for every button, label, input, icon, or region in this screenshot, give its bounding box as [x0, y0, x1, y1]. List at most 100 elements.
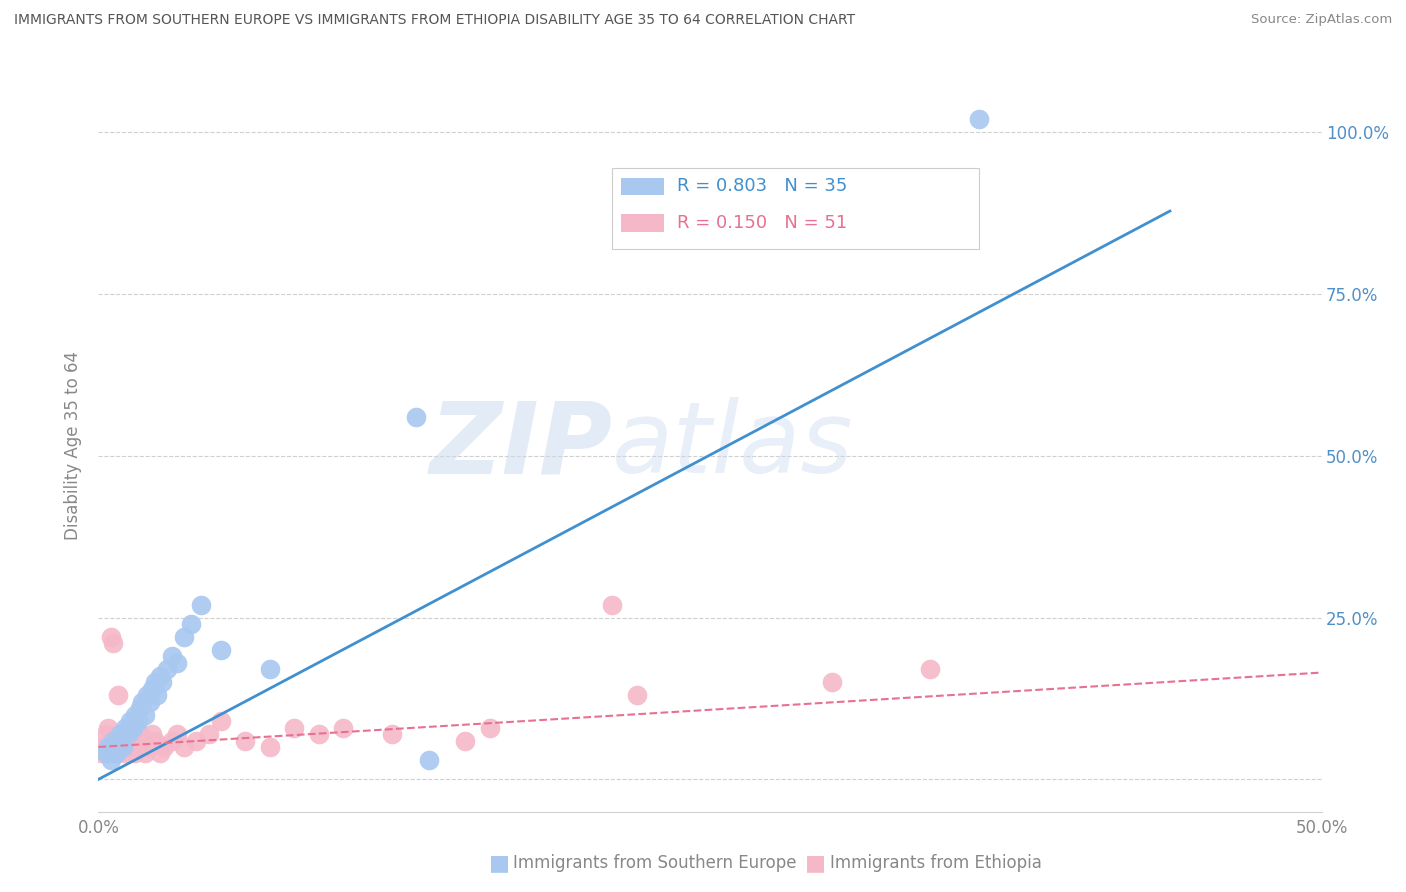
Point [139, 695, 162, 709]
Point [94, 727, 117, 741]
Point [153, 739, 176, 754]
Point [143, 733, 166, 747]
Point [100, 630, 122, 644]
Point [173, 739, 195, 754]
Point [478, 721, 501, 735]
Point [166, 727, 188, 741]
Point [821, 675, 844, 690]
Point [100, 753, 122, 767]
Point [127, 714, 149, 728]
Point [197, 727, 219, 741]
Text: Immigrants from Southern Europe: Immigrants from Southern Europe [513, 855, 797, 872]
Point [136, 733, 159, 747]
Point [136, 688, 159, 702]
Point [120, 727, 142, 741]
Point [283, 721, 305, 735]
Point [209, 643, 232, 657]
Point [107, 739, 129, 754]
Point [91, 739, 114, 754]
Point [111, 739, 134, 754]
Point [454, 733, 477, 747]
Text: ZIP: ZIP [429, 398, 612, 494]
Point [233, 733, 256, 747]
Point [405, 409, 427, 424]
Point [114, 721, 136, 735]
Text: ■: ■ [489, 854, 509, 873]
Point [110, 727, 132, 741]
FancyBboxPatch shape [620, 214, 664, 232]
FancyBboxPatch shape [620, 178, 664, 195]
Point [94, 747, 117, 761]
Point [149, 747, 172, 761]
Text: Immigrants from Ethiopia: Immigrants from Ethiopia [830, 855, 1042, 872]
Point [117, 739, 139, 754]
Point [146, 688, 169, 702]
Point [100, 733, 122, 747]
Point [209, 714, 232, 728]
Point [160, 733, 183, 747]
Point [97, 739, 120, 754]
Text: atlas: atlas [612, 398, 853, 494]
Point [134, 707, 156, 722]
Point [101, 733, 124, 747]
Point [124, 747, 146, 761]
Point [166, 656, 188, 670]
Point [131, 733, 153, 747]
Point [134, 747, 156, 761]
Point [101, 636, 124, 650]
Point [920, 662, 942, 676]
Point [129, 701, 152, 715]
Point [110, 733, 132, 747]
FancyBboxPatch shape [612, 168, 979, 249]
Point [127, 739, 149, 754]
Point [308, 727, 330, 741]
Point [141, 727, 163, 741]
Point [104, 747, 127, 761]
Point [124, 721, 146, 735]
Point [90, 747, 112, 761]
Point [124, 707, 146, 722]
Point [150, 675, 173, 690]
Point [121, 733, 143, 747]
Point [381, 727, 404, 741]
Point [107, 688, 129, 702]
Point [156, 662, 179, 676]
Point [418, 753, 440, 767]
Point [111, 739, 134, 754]
Point [143, 675, 166, 690]
Text: R = 0.150   N = 51: R = 0.150 N = 51 [678, 214, 848, 232]
Text: Source: ZipAtlas.com: Source: ZipAtlas.com [1251, 13, 1392, 27]
Point [173, 630, 195, 644]
Point [160, 649, 183, 664]
Point [139, 739, 162, 754]
Point [107, 747, 129, 761]
Point [97, 721, 120, 735]
Point [149, 669, 172, 683]
Point [626, 688, 648, 702]
Point [141, 681, 163, 696]
Point [101, 747, 124, 761]
Y-axis label: Disability Age 35 to 64: Disability Age 35 to 64 [65, 351, 83, 541]
Point [190, 598, 212, 612]
Point [104, 733, 127, 747]
Point [186, 733, 208, 747]
Point [111, 727, 134, 741]
Text: IMMIGRANTS FROM SOUTHERN EUROPE VS IMMIGRANTS FROM ETHIOPIA DISABILITY AGE 35 TO: IMMIGRANTS FROM SOUTHERN EUROPE VS IMMIG… [14, 13, 855, 28]
Point [117, 727, 139, 741]
Point [97, 739, 120, 754]
Point [114, 747, 136, 761]
Point [259, 739, 281, 754]
Point [121, 721, 143, 735]
Point [180, 617, 202, 632]
Text: ■: ■ [806, 854, 825, 873]
Point [94, 747, 117, 761]
Point [120, 714, 142, 728]
Point [104, 739, 127, 754]
Point [131, 695, 153, 709]
Point [967, 112, 990, 127]
Point [259, 662, 281, 676]
Text: R = 0.803   N = 35: R = 0.803 N = 35 [678, 178, 848, 195]
Point [129, 727, 152, 741]
Point [600, 598, 623, 612]
Point [332, 721, 354, 735]
